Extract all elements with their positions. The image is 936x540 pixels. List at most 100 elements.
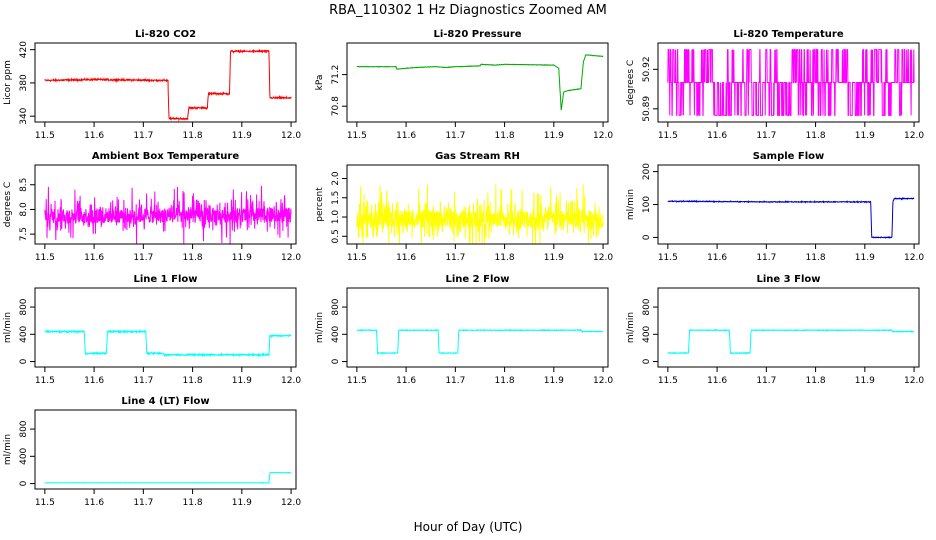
panel-title: Li-820 Pressure <box>433 29 521 40</box>
panel-title: Li-820 CO2 <box>135 29 196 40</box>
x-tick-label: 12.0 <box>593 376 613 386</box>
x-tick-label: 11.9 <box>232 253 252 263</box>
panel-li820-co2: Li-820 CO2 Licor ppm 11.5 11.6 11.7 11.8 11.9 1… <box>3 29 301 141</box>
x-tick-label: 11.9 <box>855 131 875 141</box>
panel-title: Line 4 (LT) Flow <box>121 396 209 407</box>
figure-xlabel: Hour of Day (UTC) <box>414 520 523 534</box>
y-tick-label: 800 <box>19 298 29 315</box>
x-tick-label: 11.6 <box>707 131 727 141</box>
y-tick-label: 800 <box>331 298 341 315</box>
x-tick-label: 11.7 <box>756 253 776 263</box>
panel-gas-stream-rh: Gas Stream RH percent 11.5 11.6 11.7 11.8 11.9… <box>315 151 613 263</box>
series-line <box>356 184 604 245</box>
x-tick-label: 11.6 <box>84 498 104 508</box>
x-tick-label: 11.6 <box>396 376 416 386</box>
x-tick-label: 12.0 <box>904 131 924 141</box>
y-axis-label: ml/min <box>315 312 325 343</box>
y-tick-label: 8.0 <box>19 202 29 217</box>
x-tick-label: 11.8 <box>495 131 515 141</box>
y-axis-label: ml/min <box>3 434 13 465</box>
x-tick-label: 12.0 <box>281 498 301 508</box>
x-tick-label: 11.7 <box>445 376 465 386</box>
x-tick-label: 11.6 <box>84 131 104 141</box>
x-tick-label: 11.5 <box>658 376 678 386</box>
y-tick-label: 8.5 <box>19 178 29 192</box>
panel-sample-flow: Sample Flow ml/min 11.5 11.6 11.7 11.8 11.9 12.… <box>626 151 924 263</box>
plot-frame <box>657 164 920 245</box>
plot-frame <box>657 42 920 123</box>
x-tick-label: 11.6 <box>396 131 416 141</box>
x-tick-label: 11.8 <box>806 376 826 386</box>
y-tick-label: 70.8 <box>331 96 341 116</box>
x-tick-label: 12.0 <box>593 131 613 141</box>
y-tick-label: 400 <box>331 325 341 342</box>
panel-line2-flow: Line 2 Flow ml/min 11.5 11.6 11.7 11.8 11.9 12.… <box>315 274 613 386</box>
y-axis-label: Licor ppm <box>3 60 13 105</box>
x-tick-label: 12.0 <box>281 253 301 263</box>
x-tick-label: 11.7 <box>445 131 465 141</box>
y-axis-label: degrees C <box>626 60 636 105</box>
panel-title: Sample Flow <box>753 151 825 162</box>
panel-title: Line 1 Flow <box>134 274 198 285</box>
panel-line4-lt-flow: Line 4 (LT) Flow ml/min 11.5 11.6 11.7 11.8 11… <box>3 396 301 508</box>
x-tick-label: 11.9 <box>855 376 875 386</box>
panels: Li-820 CO2 Licor ppm 11.5 11.6 11.7 11.8 11.9 1… <box>3 29 924 508</box>
x-tick-label: 11.9 <box>232 131 252 141</box>
x-tick-label: 11.5 <box>658 253 678 263</box>
panel-title: Ambient Box Temperature <box>92 151 239 162</box>
series-line <box>356 54 604 111</box>
y-tick-label: 400 <box>19 325 29 342</box>
x-tick-label: 11.5 <box>658 131 678 141</box>
x-tick-label: 11.6 <box>84 376 104 386</box>
y-axis-label: ml/min <box>626 312 636 343</box>
panel-title: Line 3 Flow <box>757 274 821 285</box>
y-tick-label: 1.5 <box>331 191 341 205</box>
plot-frame <box>346 164 609 245</box>
panel-line1-flow: Line 1 Flow ml/min 11.5 11.6 11.7 11.8 11.9 12.… <box>3 274 301 386</box>
x-tick-label: 11.7 <box>133 498 153 508</box>
panel-li820-temperature: Li-820 Temperature degrees C 11.5 11.6 11.7 1… <box>626 29 924 141</box>
x-tick-label: 11.7 <box>133 253 153 263</box>
x-tick-label: 11.5 <box>35 498 55 508</box>
y-tick-label: 100 <box>642 196 652 213</box>
x-tick-label: 11.7 <box>133 131 153 141</box>
panel-ambient-box-temperature: Ambient Box Temperature degrees C 11.5 11.6… <box>3 151 301 263</box>
x-tick-label: 11.5 <box>35 131 55 141</box>
x-tick-label: 11.8 <box>495 253 515 263</box>
x-tick-label: 11.5 <box>35 253 55 263</box>
series-line <box>44 471 292 484</box>
y-axis-label: percent <box>315 187 325 222</box>
y-tick-label: 0 <box>642 234 652 240</box>
y-tick-label: 1.0 <box>331 210 341 225</box>
x-tick-label: 11.9 <box>232 376 252 386</box>
x-tick-label: 11.5 <box>347 253 367 263</box>
panel-title: Li-820 Temperature <box>733 29 843 40</box>
plot-frame <box>657 287 920 368</box>
x-tick-label: 11.6 <box>84 253 104 263</box>
x-tick-label: 11.7 <box>445 253 465 263</box>
panel-line3-flow: Line 3 Flow ml/min 11.5 11.6 11.7 11.8 11.9 12.… <box>626 274 924 386</box>
x-tick-label: 11.7 <box>756 131 776 141</box>
x-tick-label: 11.9 <box>232 498 252 508</box>
panel-li820-pressure: Li-820 Pressure kPa 11.5 11.6 11.7 11.8 11.9 12… <box>315 29 613 141</box>
y-tick-label: 2.0 <box>331 171 341 186</box>
x-tick-label: 11.8 <box>183 131 203 141</box>
x-tick-label: 12.0 <box>281 376 301 386</box>
plot-frame <box>346 42 609 123</box>
y-tick-label: 340 <box>19 107 29 124</box>
y-tick-label: 0 <box>19 358 29 364</box>
panel-title: Gas Stream RH <box>435 151 520 162</box>
y-tick-label: 0 <box>642 358 652 364</box>
figure-title: RBA_110302 1 Hz Diagnostics Zoomed AM <box>329 3 607 18</box>
y-tick-label: 800 <box>642 298 652 315</box>
x-tick-label: 11.5 <box>347 131 367 141</box>
y-tick-label: 0.5 <box>331 229 341 243</box>
y-tick-label: 0 <box>19 480 29 486</box>
x-tick-label: 12.0 <box>904 376 924 386</box>
x-tick-label: 12.0 <box>904 253 924 263</box>
plot-frame <box>346 287 609 368</box>
plot-frame <box>34 164 297 245</box>
plot-frame <box>34 42 297 123</box>
